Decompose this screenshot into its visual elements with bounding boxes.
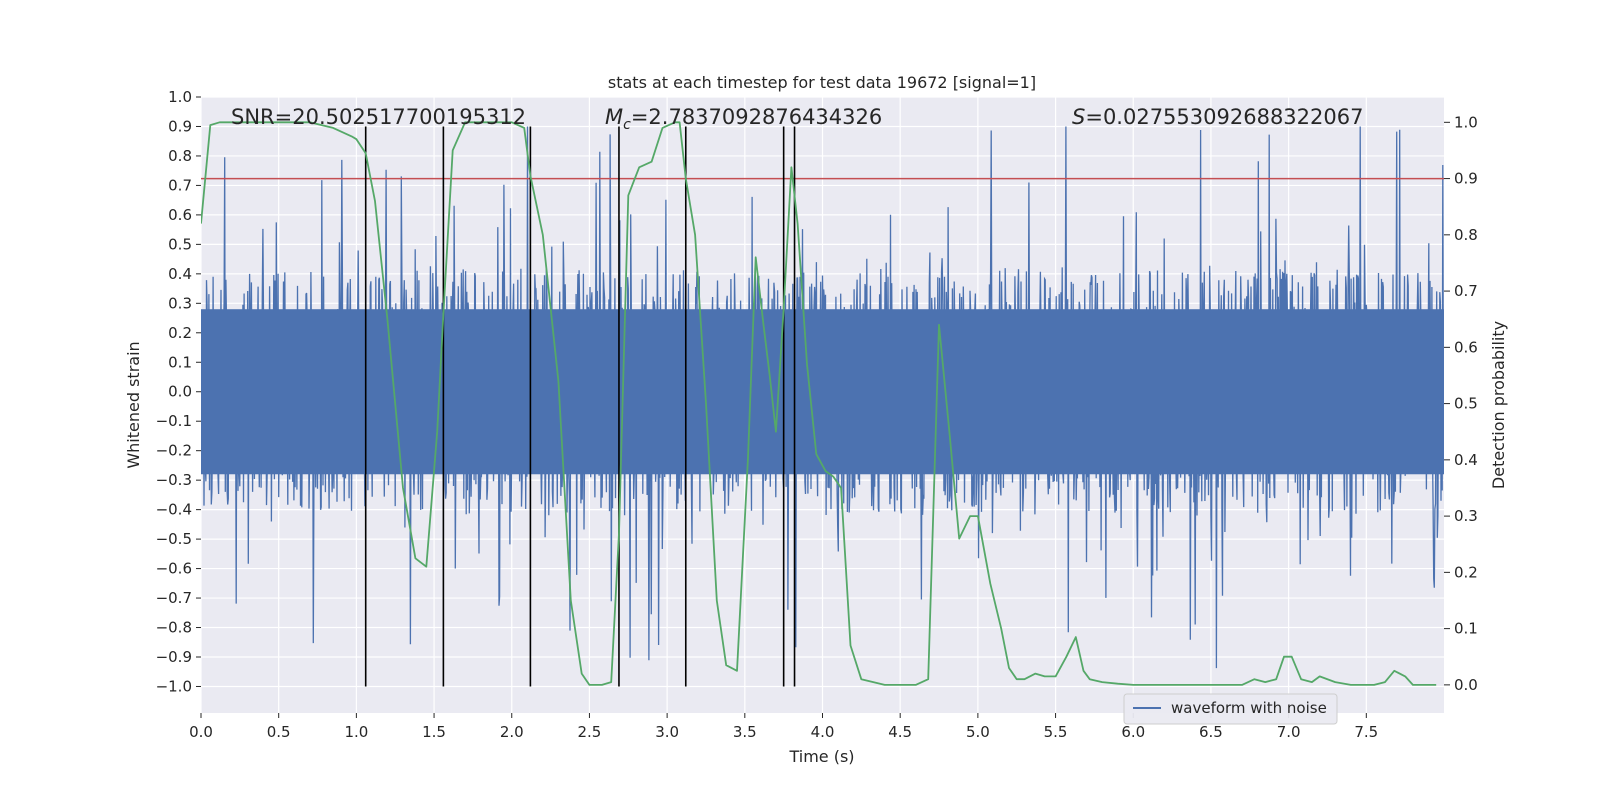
x-tick-label: 7.5	[1354, 723, 1378, 741]
y-left-tick-label: −1.0	[156, 677, 192, 695]
y-left-tick-label: 0.9	[168, 117, 192, 135]
y-left-tick-label: −0.1	[156, 412, 192, 430]
y-right-tick-label: 1.0	[1454, 113, 1478, 131]
y-left-tick-label: −0.6	[156, 560, 192, 578]
y-left-tick-label: −0.5	[156, 530, 192, 548]
y-left-tick-label: −0.9	[156, 648, 192, 666]
chart-title: stats at each timestep for test data 196…	[608, 73, 1036, 92]
y-left-tick-label: 0.1	[168, 353, 192, 371]
y-right-tick-label: 0.0	[1454, 676, 1478, 694]
y-left-tick-label: −0.8	[156, 619, 192, 637]
y-left-tick-label: −0.2	[156, 442, 192, 460]
chirp-mass-symbol: M	[605, 105, 623, 129]
x-tick-label: 0.0	[189, 723, 213, 741]
y-left-tick-label: 0.6	[168, 206, 192, 224]
legend-box	[1123, 693, 1338, 725]
y-right-tick-label: 0.7	[1454, 282, 1478, 300]
y-left-tick-label: −0.3	[156, 471, 192, 489]
x-tick-label: 6.0	[1121, 723, 1145, 741]
probability-line	[201, 121, 1437, 686]
y-right-tick-label: 0.5	[1454, 395, 1478, 413]
y-left-tick-label: −0.7	[156, 589, 192, 607]
y-right-tick-label: 0.6	[1454, 338, 1478, 356]
x-tick-label: 2.5	[578, 723, 602, 741]
y-left-tick-label: 0.8	[168, 147, 192, 165]
chirp-mass-subscript: c	[623, 117, 631, 133]
x-tick-label: 2.0	[500, 723, 524, 741]
y-right-tick-label: 0.9	[1454, 170, 1478, 188]
y-right-tick-label: 0.1	[1454, 620, 1478, 638]
x-axis-label: Time (s)	[788, 747, 854, 766]
x-tick-label: 5.0	[966, 723, 990, 741]
x-tick-label: 4.0	[811, 723, 835, 741]
annotation-s: S=0.027553092688322067	[1072, 105, 1363, 129]
reference-lines	[201, 126, 1444, 687]
y-right-axis-label: Detection probability	[1489, 321, 1508, 489]
legend: waveform with noise	[1123, 693, 1338, 725]
waveform-series	[201, 126, 1444, 669]
y-left-axis-ticks: 1.0 0.9 0.8 0.7 0.6 0.5 0.4 0.3 0.2 0.1 0.0 −0.1 −0.…	[156, 88, 201, 695]
x-tick-label: 7.0	[1277, 723, 1301, 741]
chirp-mass-value: =2.7837092876434326	[631, 105, 882, 129]
s-value: =0.027553092688322067	[1085, 105, 1363, 129]
y-right-tick-label: 0.3	[1454, 507, 1478, 525]
x-axis-ticks: 0.0 0.5 1.0 1.5 2.0 2.5 3.0 3.5 4.0 4.5 5.0 5.5 6.0 6…	[189, 713, 1378, 741]
y-right-tick-label: 0.8	[1454, 226, 1478, 244]
y-right-axis-ticks: 1.0 0.9 0.8 0.7 0.6 0.5 0.4 0.3 0.2 0.1 0.0	[1444, 113, 1478, 694]
y-left-tick-label: −0.4	[156, 501, 192, 519]
y-left-tick-label: 0.4	[168, 265, 192, 283]
y-right-tick-label: 0.4	[1454, 451, 1478, 469]
x-tick-label: 3.5	[733, 723, 757, 741]
y-left-tick-label: 0.0	[168, 383, 192, 401]
y-right-tick-label: 0.2	[1454, 563, 1478, 581]
annotation-snr: SNR=20.502517700195312	[231, 105, 526, 129]
y-left-tick-label: 0.2	[168, 324, 192, 342]
x-tick-label: 1.0	[344, 723, 368, 741]
y-left-tick-label: 0.7	[168, 176, 192, 194]
x-tick-label: 5.5	[1044, 723, 1068, 741]
y-left-axis-label: Whitened strain	[124, 341, 143, 468]
s-symbol: S	[1072, 105, 1085, 129]
y-left-tick-label: 0.3	[168, 294, 192, 312]
x-tick-label: 3.0	[655, 723, 679, 741]
x-tick-label: 1.5	[422, 723, 446, 741]
x-tick-label: 4.5	[888, 723, 912, 741]
x-tick-label: 6.5	[1199, 723, 1223, 741]
y-left-tick-label: 0.5	[168, 235, 192, 253]
legend-label-waveform: waveform with noise	[1171, 699, 1327, 717]
probability-series	[201, 121, 1437, 686]
waveform-core-band	[201, 309, 1444, 475]
y-left-tick-label: 1.0	[168, 88, 192, 106]
x-tick-label: 0.5	[267, 723, 291, 741]
annotation-chirp-mass: Mc=2.7837092876434326	[605, 105, 882, 133]
